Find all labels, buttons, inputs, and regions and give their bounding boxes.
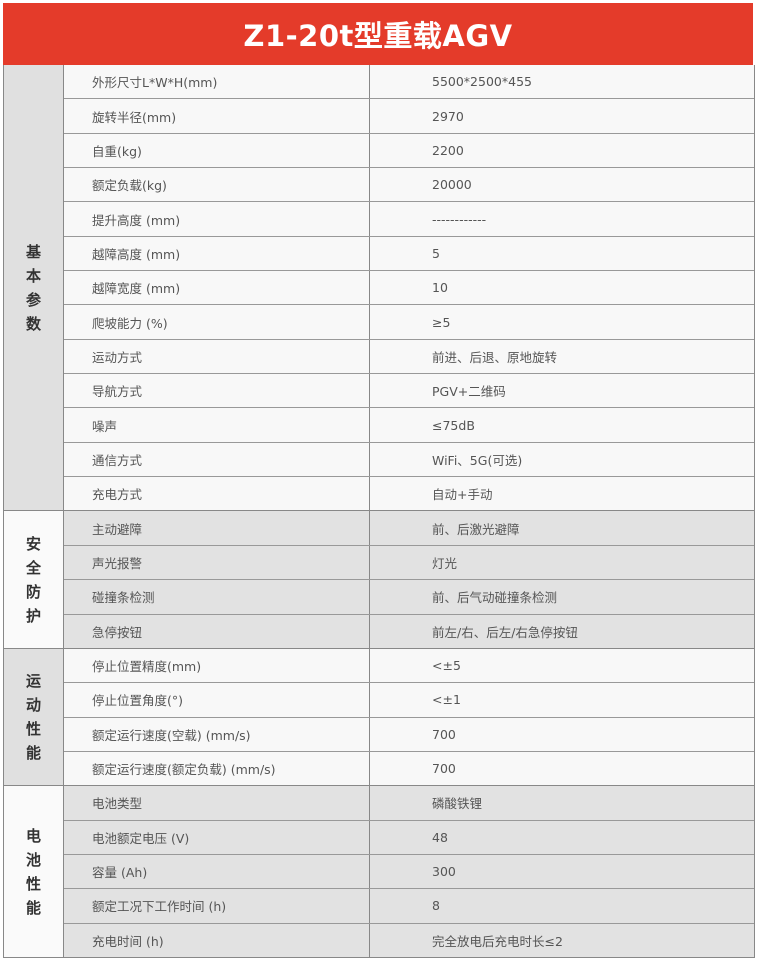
group-label-cell: 运动性能 (4, 648, 64, 786)
table-row: 越障宽度 (mm) 10 (64, 271, 754, 306)
param-label: 提升高度 (mm) (64, 202, 370, 236)
param-value: 300 (432, 864, 456, 880)
param-label: 电池类型 (64, 786, 370, 820)
table-row: 额定负载(kg) 20000 (64, 168, 754, 203)
param-value: 8 (432, 898, 440, 914)
table-row: 提升高度 (mm) ------------ (64, 202, 754, 237)
table-row: 外形尺寸L*W*H(mm) 5500*2500*455 (64, 65, 754, 100)
group-label: 基本参数 (25, 242, 41, 333)
param-value: 10 (432, 280, 448, 296)
table-row: 停止位置角度(°) <±1 (64, 683, 754, 718)
table-row: 容量 (Ah) 300 (64, 854, 754, 890)
group-label: 电池性能 (25, 826, 41, 917)
param-value: PGV+二维码 (432, 384, 506, 400)
param-label: 外形尺寸L*W*H(mm) (64, 65, 370, 99)
param-label: 容量 (Ah) (64, 854, 370, 889)
group-rows: 主动避障 前、后激光避障声光报警 灯光碰撞条检测 前、后气动碰撞条检测急停按钮 前左/右… (64, 511, 754, 648)
spec-group: 运动性能 停止位置精度(mm) <±5 停止位置角度(°) <±1 额定运行速度(空载) … (4, 648, 754, 787)
param-label: 爬坡能力 (%) (64, 305, 370, 339)
param-value: 自动+手动 (432, 487, 493, 503)
table-row: 电池额定电压 (V) 48 (64, 820, 754, 855)
param-label: 额定负载(kg) (64, 168, 370, 202)
param-value: 前进、后退、原地旋转 (432, 349, 558, 365)
page-title: Z1-20t型重载AGV (3, 3, 753, 65)
table-row: 额定运行速度(空载) (mm/s) 700 (64, 717, 754, 752)
param-label: 越障宽度 (mm) (64, 271, 370, 305)
table-row: 主动避障 前、后激光避障 (64, 511, 754, 546)
param-value: 灯光 (432, 555, 458, 571)
group-label: 运动性能 (25, 672, 41, 763)
param-value: ≤75dB (432, 417, 475, 433)
table-row: 通信方式 WiFi、5G(可选) (64, 442, 754, 478)
table-row: 额定工况下工作时间 (h) 8 (64, 889, 754, 924)
param-label: 充电时间 (h) (64, 923, 370, 957)
param-label: 额定运行速度(空载) (mm/s) (64, 717, 370, 751)
table-row: 越障高度 (mm) 5 (64, 236, 754, 272)
param-label: 自重(kg) (64, 133, 370, 168)
param-value: ≥5 (432, 314, 451, 330)
spec-group: 电池性能 电池类型 磷酸铁锂电池额定电压 (V) 48 容量 (Ah) 300 额定工况下工… (4, 786, 754, 958)
table-row: 自重(kg) 2200 (64, 133, 754, 169)
table-row: 电池类型 磷酸铁锂 (64, 786, 754, 821)
table-row: 旋转半径(mm) 2970 (64, 99, 754, 134)
param-value: WiFi、5G(可选) (432, 452, 523, 468)
table-row: 充电时间 (h) 完全放电后充电时长≤2 (64, 923, 754, 957)
param-value: 完全放电后充电时长≤2 (432, 933, 563, 949)
group-rows: 停止位置精度(mm) <±5 停止位置角度(°) <±1 额定运行速度(空载) (mm/… (64, 648, 754, 786)
table-row: 爬坡能力 (%) ≥5 (64, 305, 754, 340)
table-row: 导航方式 PGV+二维码 (64, 374, 754, 409)
param-label: 运动方式 (64, 339, 370, 374)
param-value: ------------ (432, 211, 487, 227)
param-label: 通信方式 (64, 442, 370, 477)
param-value: 2200 (432, 142, 464, 158)
param-value: 前、后气动碰撞条检测 (432, 590, 558, 606)
param-value: 前左/右、后左/右急停按钮 (432, 624, 578, 640)
group-rows: 电池类型 磷酸铁锂电池额定电压 (V) 48 容量 (Ah) 300 额定工况下工作时间 … (64, 786, 754, 957)
param-value: 5 (432, 245, 440, 261)
spec-group: 安全防护 主动避障 前、后激光避障声光报警 灯光碰撞条检测 前、后气动碰撞条检测急停按钮… (4, 511, 754, 649)
param-label: 越障高度 (mm) (64, 236, 370, 271)
param-label: 停止位置精度(mm) (64, 648, 370, 683)
table-row: 声光报警 灯光 (64, 545, 754, 581)
param-label: 导航方式 (64, 374, 370, 408)
param-label: 噪声 (64, 408, 370, 442)
param-value: 20000 (432, 177, 472, 193)
param-label: 主动避障 (64, 511, 370, 545)
param-value: 磷酸铁锂 (432, 796, 483, 812)
group-label-cell: 安全防护 (4, 511, 64, 648)
group-label-cell: 电池性能 (4, 786, 64, 957)
table-row: 运动方式 前进、后退、原地旋转 (64, 339, 754, 375)
param-value: 48 (432, 829, 448, 845)
table-row: 碰撞条检测 前、后气动碰撞条检测 (64, 580, 754, 615)
group-rows: 外形尺寸L*W*H(mm) 5500*2500*455 旋转半径(mm) 2970 自重… (64, 65, 754, 511)
param-value: 700 (432, 761, 456, 777)
group-label-cell: 基本参数 (4, 65, 64, 511)
param-value: 2970 (432, 108, 464, 124)
param-label: 充电方式 (64, 477, 370, 511)
param-label: 旋转半径(mm) (64, 99, 370, 133)
spec-group: 基本参数 外形尺寸L*W*H(mm) 5500*2500*455 旋转半径(mm) 29… (4, 65, 754, 512)
table-row: 急停按钮 前左/右、后左/右急停按钮 (64, 614, 754, 648)
param-label: 停止位置角度(°) (64, 683, 370, 717)
param-label: 电池额定电压 (V) (64, 820, 370, 854)
param-value: 700 (432, 726, 456, 742)
param-label: 碰撞条检测 (64, 580, 370, 614)
table-row: 噪声 ≤75dB (64, 408, 754, 443)
table-row: 额定运行速度(额定负载) (mm/s) 700 (64, 751, 754, 786)
param-label: 声光报警 (64, 545, 370, 580)
table-row: 停止位置精度(mm) <±5 (64, 648, 754, 684)
spec-table: 基本参数 外形尺寸L*W*H(mm) 5500*2500*455 旋转半径(mm) 29… (3, 65, 755, 958)
param-label: 急停按钮 (64, 614, 370, 648)
param-value: <±5 (432, 658, 461, 674)
group-label: 安全防护 (25, 534, 41, 625)
param-label: 额定工况下工作时间 (h) (64, 889, 370, 923)
param-value: <±1 (432, 692, 461, 708)
param-value: 5500*2500*455 (432, 74, 532, 90)
table-row: 充电方式 自动+手动 (64, 477, 754, 511)
param-label: 额定运行速度(额定负载) (mm/s) (64, 751, 370, 786)
param-value: 前、后激光避障 (432, 521, 520, 537)
